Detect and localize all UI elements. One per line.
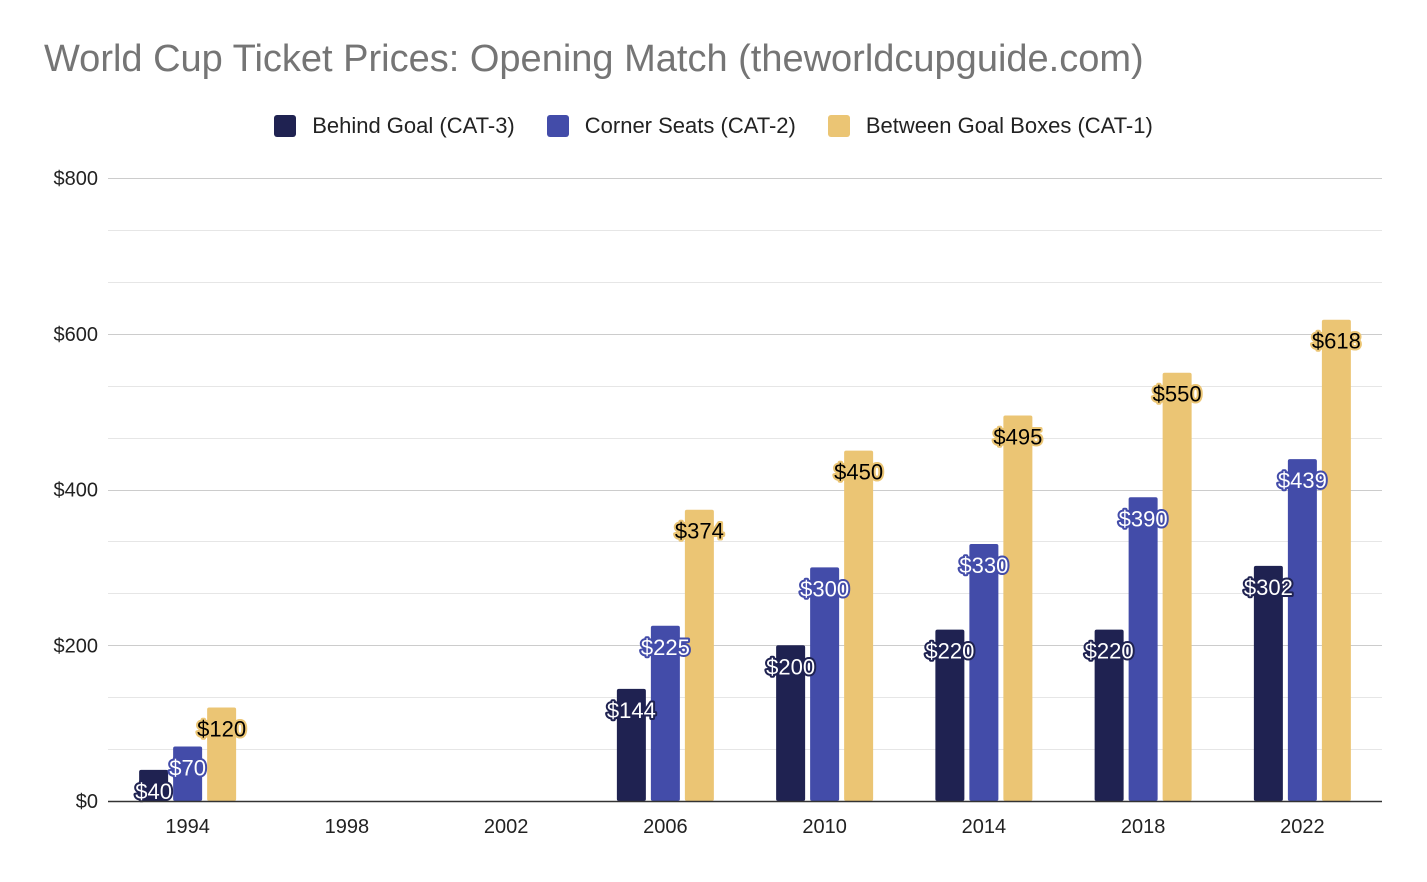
legend-item-cat1[interactable]: Between Goal Boxes (CAT-1) — [827, 113, 1153, 139]
bar — [616, 688, 646, 801]
y-tick-label: $400 — [54, 480, 99, 502]
legend-label-cat2: Corner Seats (CAT-2) — [584, 113, 796, 138]
data-label: $220 — [925, 639, 974, 664]
data-label: $40 — [135, 779, 172, 804]
legend-item-cat3[interactable]: Behind Goal (CAT-3) — [274, 113, 515, 139]
bar — [969, 544, 999, 801]
bar — [173, 746, 203, 801]
x-tick-label: 1998 — [325, 816, 370, 838]
data-label: $495 — [993, 425, 1042, 450]
bar — [776, 645, 806, 801]
data-label: $144 — [607, 698, 656, 723]
bar — [139, 769, 169, 801]
legend-swatch-cat3 — [274, 115, 297, 137]
data-label: $374 — [675, 519, 724, 544]
y-tick-label: $800 — [54, 168, 99, 190]
data-label: $439 — [1278, 468, 1327, 493]
bar — [1321, 319, 1351, 801]
chart-title: World Cup Ticket Prices: Opening Match (… — [44, 38, 1144, 80]
bar — [1287, 459, 1317, 801]
data-label: $390 — [1119, 506, 1168, 531]
x-tick-label: 1994 — [165, 816, 210, 838]
bar — [1162, 372, 1192, 801]
legend-item-cat2[interactable]: Corner Seats (CAT-2) — [546, 113, 796, 139]
legend-label-cat1: Between Goal Boxes (CAT-1) — [865, 113, 1153, 138]
legend-swatch-cat1 — [827, 115, 850, 137]
x-tick-label: 2006 — [643, 816, 688, 838]
bar — [935, 629, 965, 801]
data-label: $220 — [1085, 639, 1134, 664]
y-tick-label: $200 — [54, 635, 99, 657]
data-label: $120 — [197, 717, 246, 742]
legend-label-cat3: Behind Goal (CAT-3) — [312, 113, 515, 138]
data-label: $330 — [959, 553, 1008, 578]
bar — [844, 450, 874, 801]
bar — [1003, 415, 1033, 801]
legend-swatch-cat2 — [546, 115, 569, 137]
bar — [810, 567, 840, 801]
x-tick-label: 2022 — [1280, 816, 1325, 838]
x-tick-label: 2010 — [802, 816, 847, 838]
data-label: $300 — [800, 576, 849, 601]
legend: Behind Goal (CAT-3) Corner Seats (CAT-2)… — [0, 110, 1427, 142]
data-label: $550 — [1153, 382, 1202, 407]
bar — [1128, 497, 1158, 801]
bar — [684, 509, 714, 801]
y-tick-label: $0 — [76, 791, 98, 813]
bar — [650, 625, 680, 801]
data-label: $225 — [641, 635, 690, 660]
y-tick-label: $600 — [54, 324, 99, 346]
x-tick-label: 2018 — [1121, 816, 1166, 838]
x-tick-label: 2002 — [484, 816, 529, 838]
data-label: $200 — [766, 654, 815, 679]
data-label: $450 — [834, 460, 883, 485]
bar — [207, 707, 237, 801]
x-tick-label: 2014 — [962, 816, 1007, 838]
bar — [1094, 629, 1124, 801]
bar — [1253, 565, 1283, 801]
data-label: $618 — [1312, 329, 1361, 354]
data-label: $302 — [1244, 575, 1293, 600]
data-label: $70 — [169, 755, 206, 780]
